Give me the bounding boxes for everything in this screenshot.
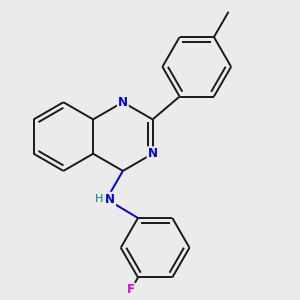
Text: H: H: [95, 194, 103, 204]
Text: F: F: [127, 284, 135, 296]
Text: N: N: [105, 193, 115, 206]
Text: N: N: [148, 147, 158, 160]
Text: N: N: [118, 96, 128, 109]
